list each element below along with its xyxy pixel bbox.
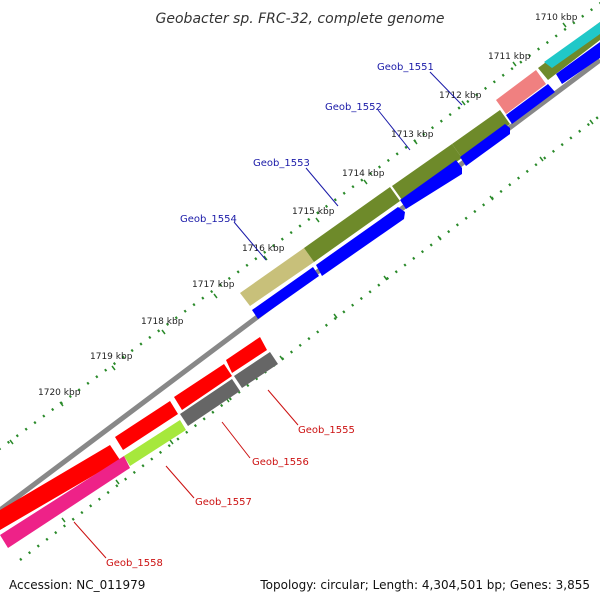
topology-text: Topology: circular; Length: 4,304,501 bp… xyxy=(260,578,590,592)
tick-mark xyxy=(61,517,66,523)
tick-mark xyxy=(363,179,368,185)
tick-label: 1717 kbp xyxy=(192,280,235,290)
tick-mark xyxy=(413,139,418,145)
tick-label: 1720 kbp xyxy=(38,388,81,398)
gene-feature-olive[interactable] xyxy=(392,144,462,200)
tick-mark xyxy=(161,329,166,335)
tick-label: 1715 kbp xyxy=(292,207,335,217)
gene-feature-salmon[interactable] xyxy=(496,70,546,114)
inner-dot-track xyxy=(19,114,600,561)
gene-feature-lime[interactable] xyxy=(124,420,186,466)
tick-mark xyxy=(489,195,494,201)
map-title: Geobacter sp. FRC-32, complete genome xyxy=(156,11,445,27)
tick-marks xyxy=(9,22,594,523)
gene-feature-gray[interactable] xyxy=(234,352,278,388)
tick-mark xyxy=(213,293,218,299)
gene-arrow-blue[interactable] xyxy=(400,160,462,209)
gene-arrow-blue[interactable] xyxy=(460,124,510,166)
tick-mark xyxy=(169,439,174,445)
gene-label[interactable]: Geob_1557 xyxy=(195,497,252,508)
leader-line xyxy=(305,167,339,207)
tick-label: 1719 kbp xyxy=(90,352,133,362)
tick-mark xyxy=(115,479,120,485)
gene-arrow-red[interactable] xyxy=(226,337,267,373)
gene-label[interactable]: Geob_1556 xyxy=(252,457,309,468)
gene-feature-olive[interactable] xyxy=(304,187,400,262)
gene-label[interactable]: Geob_1558 xyxy=(106,558,163,569)
gene-feature-gray[interactable] xyxy=(180,379,240,426)
leader-line xyxy=(233,221,267,261)
tick-label: 1716 kbp xyxy=(242,244,285,254)
gene-label[interactable]: Geob_1554 xyxy=(180,214,237,225)
tick-mark xyxy=(59,401,64,407)
tick-mark xyxy=(512,61,517,67)
reverse-strand-track xyxy=(0,337,278,548)
gene-label[interactable]: Geob_1552 xyxy=(325,102,382,113)
outer-dot-track xyxy=(0,1,600,451)
gene-label[interactable]: Geob_1555 xyxy=(298,425,355,436)
gene-feature-cyan[interactable] xyxy=(544,22,600,68)
forward-strand-track xyxy=(240,22,600,306)
tick-label: 1711 kbp xyxy=(488,52,531,62)
tick-mark xyxy=(437,235,442,241)
gene-arrow-blue[interactable] xyxy=(556,42,600,84)
tick-mark xyxy=(333,313,338,319)
tick-label: 1710 kbp xyxy=(535,13,578,23)
gene-arrow-red[interactable] xyxy=(115,401,178,450)
gene-label[interactable]: Geob_1551 xyxy=(377,62,434,73)
tick-mark xyxy=(589,119,594,125)
gene-arrow-red[interactable] xyxy=(174,364,232,410)
gene-arrow-blue[interactable] xyxy=(506,84,555,124)
gene-label[interactable]: Geob_1553 xyxy=(253,158,310,169)
tick-mark xyxy=(111,365,116,371)
leader-line xyxy=(429,71,463,106)
leader-line xyxy=(165,465,195,499)
gene-feature-tan[interactable] xyxy=(240,248,314,306)
label-leaders xyxy=(73,71,463,559)
accession-text: Accession: NC_011979 xyxy=(9,578,146,592)
tick-mark xyxy=(279,355,284,361)
leader-line xyxy=(221,421,251,459)
gene-labels: Geob_1551 Geob_1552 Geob_1553 Geob_1554 … xyxy=(106,62,434,569)
tick-label: 1718 kbp xyxy=(141,317,184,327)
tick-label: 1712 kbp xyxy=(439,91,482,101)
leader-line xyxy=(377,109,411,151)
gene-arrow-blue[interactable] xyxy=(252,267,319,319)
tick-label: 1713 kbp xyxy=(391,130,434,140)
tick-mark xyxy=(263,255,268,261)
blue-gene-arrows xyxy=(252,42,600,319)
tick-labels: 1710 kbp 1711 kbp 1712 kbp 1713 kbp 1714… xyxy=(38,13,578,398)
gene-feature-olive[interactable] xyxy=(452,110,510,158)
tick-mark xyxy=(461,100,466,106)
leader-line xyxy=(267,389,299,426)
tick-mark xyxy=(315,217,320,223)
tick-mark xyxy=(383,275,388,281)
gene-feature-magenta[interactable] xyxy=(0,456,130,548)
tick-label: 1714 kbp xyxy=(342,169,385,179)
tick-mark xyxy=(9,439,14,445)
tick-mark xyxy=(562,22,567,28)
tick-mark xyxy=(539,156,544,162)
leader-line xyxy=(73,521,107,559)
gene-arrow-blue[interactable] xyxy=(316,207,405,276)
gene-arrow-red[interactable] xyxy=(0,445,120,530)
